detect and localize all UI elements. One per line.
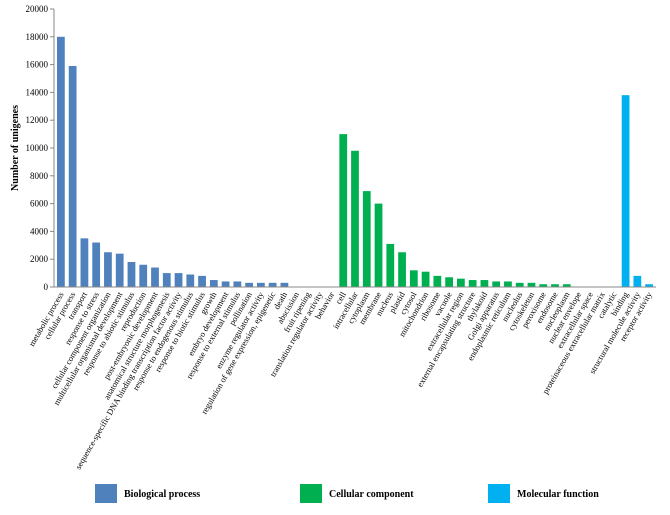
y-axis-label: Number of unigenes (10, 105, 21, 191)
y-tick-label: 8000 (30, 171, 49, 181)
y-tick-label: 18000 (26, 32, 49, 42)
bar (280, 282, 289, 287)
y-tick-label: 12000 (26, 115, 49, 125)
bar (515, 282, 524, 287)
legend-label: Molecular function (517, 489, 599, 500)
legend-swatch (488, 484, 510, 503)
y-tick-label: 16000 (26, 60, 49, 70)
bar (504, 281, 512, 287)
bar (398, 252, 406, 287)
legend-swatch (95, 484, 117, 503)
bar (233, 281, 242, 287)
bar (209, 280, 218, 287)
bar (362, 191, 371, 287)
bar (351, 150, 359, 287)
bar (645, 284, 653, 287)
bar (139, 264, 148, 287)
bar (104, 252, 112, 287)
bar (186, 274, 195, 287)
legend-label: Cellular component (329, 489, 414, 500)
bar (433, 275, 442, 287)
bar (245, 282, 253, 287)
bar (115, 253, 124, 287)
y-tick-label: 4000 (30, 226, 49, 236)
bar (257, 282, 265, 287)
y-tick-label: 10000 (26, 143, 49, 153)
legend-item: Cellular component (300, 484, 414, 503)
y-tick-label: 14000 (26, 87, 49, 97)
axes-group: 0 2000 4000 6000 8000 10000 12000 14000 16000 180… (26, 4, 656, 292)
bar (457, 278, 465, 287)
bar (539, 284, 548, 287)
bar (621, 95, 630, 288)
bar (221, 281, 230, 287)
bar (551, 284, 559, 287)
legend-item: Biological process (95, 484, 200, 503)
bar (92, 242, 101, 287)
bar (445, 277, 453, 287)
bar (198, 275, 206, 287)
bar (492, 281, 501, 287)
bar (562, 284, 571, 287)
bar (374, 203, 383, 287)
bar (151, 267, 159, 287)
bar (386, 243, 395, 287)
y-tick-label: 20000 (26, 4, 49, 14)
bar (57, 36, 65, 287)
bar (527, 282, 536, 287)
bar (80, 238, 89, 287)
legend-swatch (300, 484, 322, 503)
bar (480, 280, 489, 287)
bar (268, 282, 277, 287)
bar (162, 273, 171, 287)
y-tick-label: 2000 (30, 254, 49, 264)
bar (68, 65, 77, 288)
legend-label: Biological process (124, 489, 200, 500)
bar (633, 275, 642, 287)
bar (174, 273, 183, 287)
bar (468, 280, 477, 287)
bar (127, 261, 136, 287)
legend-item: Molecular function (488, 484, 599, 503)
bar (421, 271, 430, 287)
y-tick-label: 6000 (30, 199, 49, 209)
bar (339, 134, 348, 287)
bars-group (57, 36, 653, 288)
bar (409, 270, 418, 287)
legend: Biological process Cellular component Mole… (95, 484, 599, 503)
y-tick-label: 0 (44, 282, 49, 292)
